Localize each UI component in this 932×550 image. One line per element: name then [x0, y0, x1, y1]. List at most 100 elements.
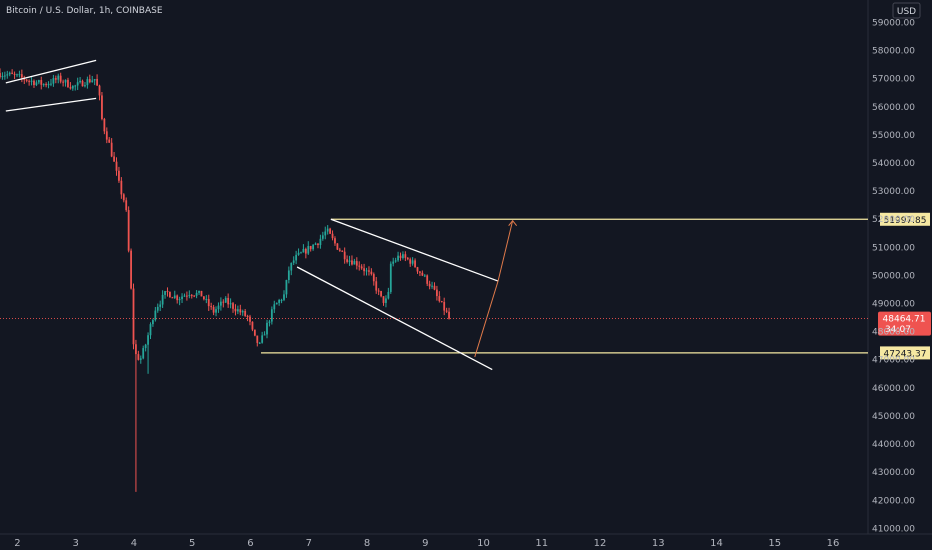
- candle-body: [200, 290, 203, 297]
- candle-body: [438, 296, 441, 302]
- y-tick-label: 44000.00: [872, 440, 915, 450]
- candle-body: [16, 74, 18, 76]
- last-price-label: 48464.71: [883, 315, 926, 325]
- candle-body: [30, 80, 33, 82]
- candle-body: [397, 255, 399, 261]
- candle-body: [319, 238, 322, 246]
- candle-body: [188, 295, 191, 297]
- candle-body: [290, 262, 293, 271]
- candle-body: [164, 291, 166, 295]
- y-tick-label: 48000.00: [872, 328, 915, 338]
- time-axis[interactable]: 2 3 4 5 6 7 8 9 10 11 12 13 14 15 16: [14, 538, 839, 549]
- candle-body: [416, 267, 419, 272]
- candle-body: [263, 334, 266, 336]
- candle-body: [98, 85, 101, 96]
- y-tick-label: 55000.00: [872, 131, 915, 141]
- candle-body: [338, 249, 341, 251]
- candle-body: [423, 275, 426, 277]
- candle-body: [217, 305, 220, 310]
- candle-body: [37, 80, 40, 83]
- candle-body: [278, 300, 281, 303]
- candle-body: [431, 285, 433, 287]
- candle-body: [428, 283, 431, 287]
- candle-body: [40, 80, 43, 85]
- candle-body: [317, 243, 319, 246]
- candle-body: [33, 80, 35, 86]
- channel-line-upper[interactable]: [330, 218, 499, 282]
- candle-body: [287, 270, 290, 281]
- channel-line-lower[interactable]: [296, 266, 493, 371]
- candle-body: [86, 79, 89, 86]
- price-axis[interactable]: 41000.00 42000.00 43000.00 44000.00 45000.00…: [872, 18, 915, 534]
- candle-body: [186, 295, 188, 297]
- candle-body: [227, 297, 230, 305]
- candle-body: [232, 303, 234, 309]
- candle-body: [181, 296, 183, 300]
- candle-body: [419, 271, 421, 273]
- candle-body: [334, 238, 336, 244]
- channel-line-upper[interactable]: [5, 59, 97, 84]
- x-tick-label: 13: [652, 538, 665, 549]
- candle-body: [426, 275, 429, 284]
- candle-body: [210, 306, 213, 308]
- candle-body: [358, 265, 361, 267]
- candle-body: [3, 75, 6, 77]
- y-tick-label: 51000.00: [872, 243, 915, 253]
- candle-body: [448, 311, 450, 319]
- candle-body: [20, 74, 23, 78]
- candle-body: [93, 78, 96, 81]
- candle-body: [382, 296, 385, 303]
- last-price-tag: [878, 311, 931, 336]
- x-tick-label: 6: [247, 538, 253, 549]
- candle-body: [96, 78, 98, 86]
- candle-body: [246, 315, 249, 317]
- candle-body: [115, 161, 118, 171]
- candle-body: [142, 348, 145, 359]
- candle-body: [377, 290, 380, 292]
- candle-body: [445, 310, 448, 312]
- candle-body: [18, 74, 21, 76]
- candle-body: [76, 82, 79, 86]
- candle-body: [159, 304, 162, 307]
- candle-body: [363, 268, 365, 272]
- candle-body: [375, 281, 378, 291]
- candle-body: [433, 285, 436, 290]
- candle-body: [171, 297, 174, 299]
- candle-body: [346, 259, 349, 262]
- candle-body: [6, 74, 9, 76]
- x-tick-label: 15: [768, 538, 781, 549]
- candles-layer: [0, 68, 450, 492]
- candle-body: [421, 272, 424, 276]
- candle-body: [368, 270, 370, 272]
- candle-body: [135, 344, 137, 355]
- candle-body: [130, 250, 132, 289]
- candle-body: [144, 344, 147, 349]
- x-tick-label: 4: [131, 538, 137, 549]
- candle-body: [275, 302, 278, 305]
- candle-body: [137, 354, 140, 360]
- candle-body: [42, 84, 45, 86]
- y-tick-label: 47000.00: [872, 356, 915, 366]
- candle-body: [110, 142, 113, 157]
- candle-body: [195, 292, 198, 296]
- candle-body: [69, 87, 72, 89]
- candle-body: [52, 78, 55, 84]
- candle-body: [215, 309, 217, 313]
- candle-body: [101, 95, 103, 119]
- candle-body: [399, 255, 402, 259]
- candle-body: [280, 299, 283, 301]
- channel-line-lower[interactable]: [5, 97, 97, 112]
- projection-path[interactable]: [474, 220, 514, 358]
- candle-body: [304, 248, 307, 254]
- level-price-tag: [880, 346, 930, 360]
- candle-body: [28, 80, 31, 82]
- candle-body: [251, 321, 254, 330]
- currency-badge[interactable]: USD: [892, 2, 921, 19]
- candle-body: [234, 308, 237, 312]
- x-tick-label: 10: [477, 538, 490, 549]
- candle-body: [127, 210, 130, 251]
- candle-body: [35, 82, 38, 86]
- x-tick-label: 9: [422, 538, 428, 549]
- x-tick-label: 12: [594, 538, 607, 549]
